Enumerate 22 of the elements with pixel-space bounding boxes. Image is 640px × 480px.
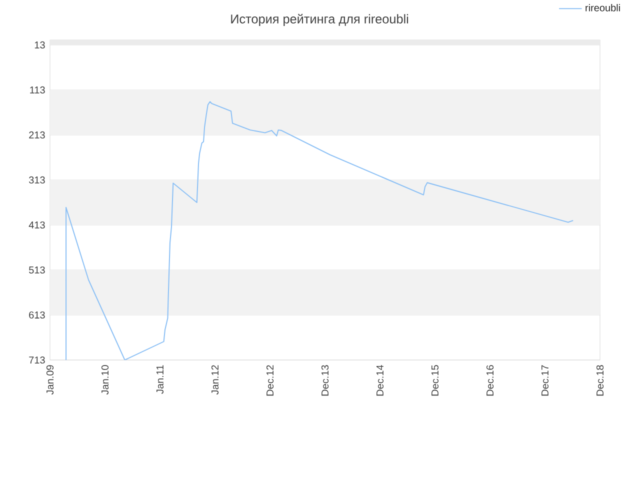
y-tick-label: 613	[29, 311, 45, 319]
x-tick-label: Dec.16	[486, 365, 494, 396]
x-tick-label: Jan.12	[211, 365, 219, 395]
y-tick-label: 713	[29, 356, 45, 364]
x-tick-label: Dec.17	[542, 365, 548, 396]
y-tick-label: 313	[28, 176, 45, 184]
legend-label: rireoubli	[586, 4, 620, 12]
x-tick-label: Jan.11	[156, 365, 164, 394]
x-tick-label: Jan.09	[46, 365, 54, 395]
x-tick-label: Dec.18	[596, 365, 604, 396]
line-series	[65, 101, 574, 360]
y-tick-label: 113	[30, 86, 45, 94]
x-tick-label: Dec.15	[432, 365, 438, 396]
chart-title: История рейтинга для rireoubli	[231, 14, 408, 26]
y-tick-label: 13	[34, 41, 45, 48]
x-tick-label: Dec.12	[266, 365, 274, 396]
y-tick-label: 513	[29, 266, 45, 274]
x-tick-label: Jan.10	[101, 365, 109, 395]
x-tick-label: Dec.13	[321, 365, 329, 396]
y-tick-label: 213	[29, 131, 45, 139]
x-tick-label: Dec.14	[376, 365, 384, 396]
y-tick-label: 413	[28, 221, 45, 229]
